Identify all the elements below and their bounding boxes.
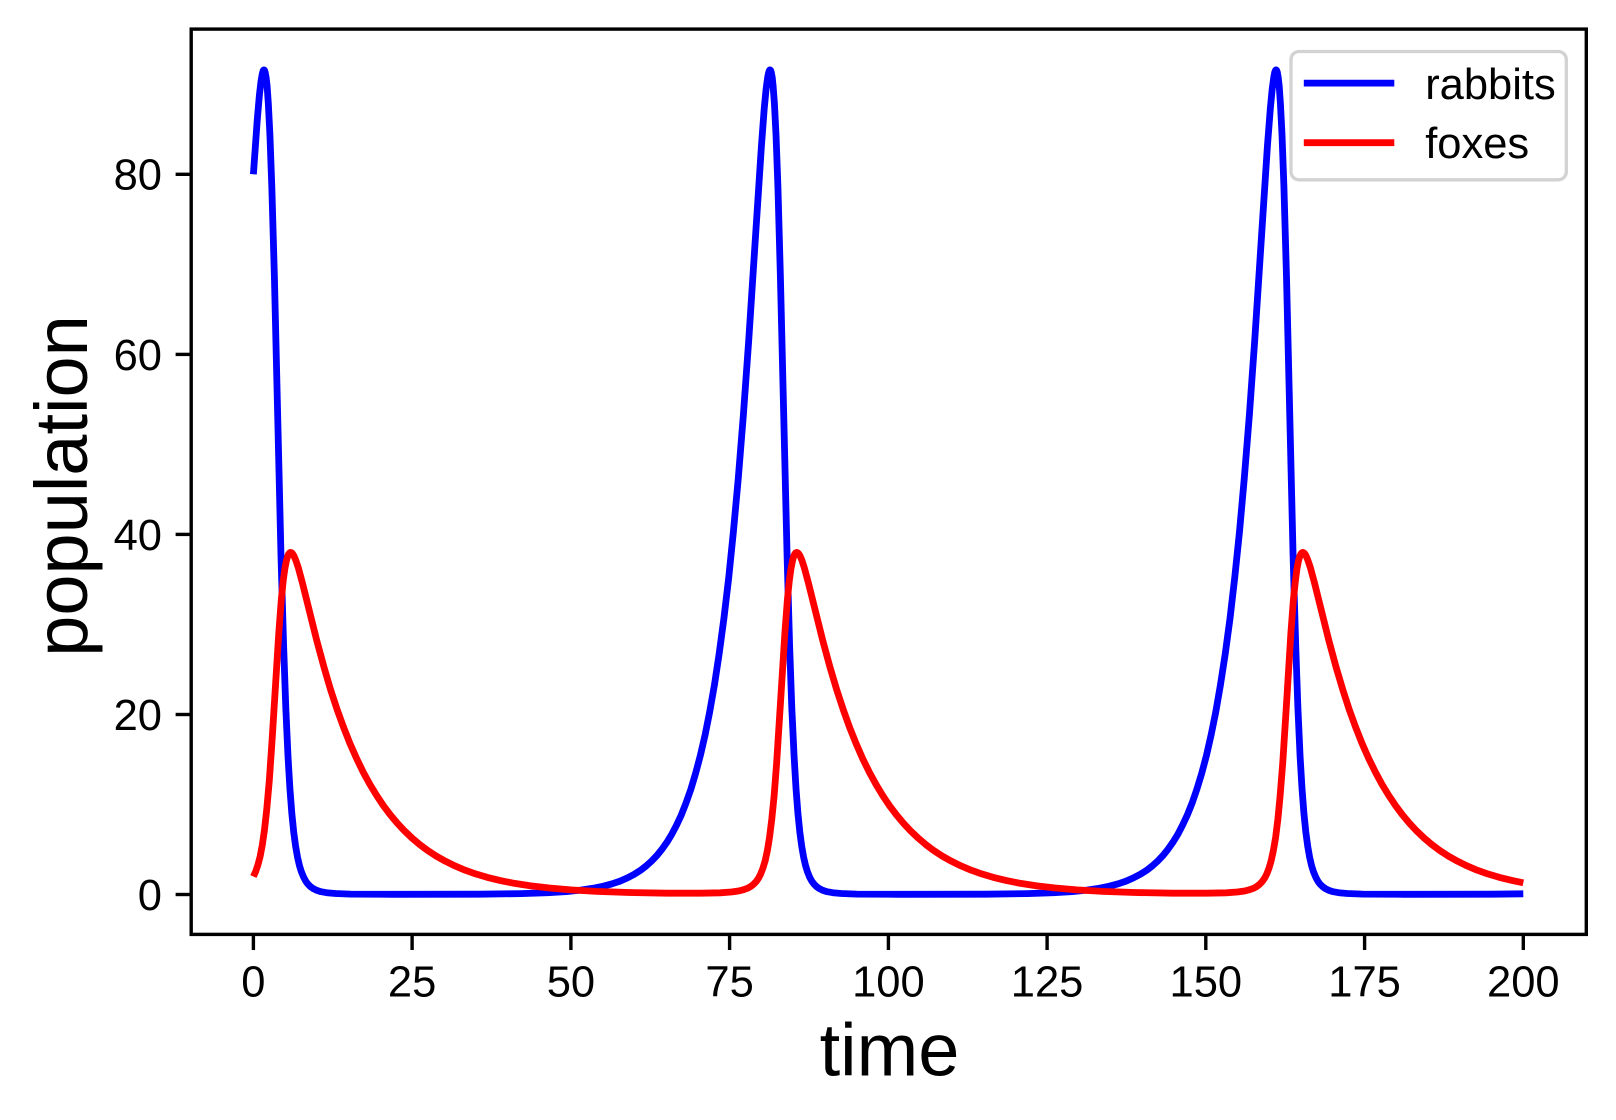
- svg-text:rabbits: rabbits: [1425, 61, 1556, 109]
- svg-text:75: 75: [705, 959, 753, 1007]
- svg-text:time: time: [820, 1009, 960, 1092]
- svg-text:150: 150: [1170, 959, 1243, 1007]
- svg-text:25: 25: [388, 959, 436, 1007]
- svg-text:200: 200: [1487, 959, 1560, 1007]
- svg-text:50: 50: [547, 959, 595, 1007]
- svg-text:100: 100: [852, 959, 925, 1007]
- svg-text:0: 0: [241, 959, 265, 1007]
- svg-text:foxes: foxes: [1425, 120, 1529, 168]
- svg-text:0: 0: [138, 872, 162, 920]
- svg-text:80: 80: [114, 152, 162, 200]
- svg-text:60: 60: [114, 332, 162, 380]
- svg-text:125: 125: [1011, 959, 1084, 1007]
- svg-text:population: population: [20, 315, 103, 657]
- svg-text:175: 175: [1328, 959, 1401, 1007]
- svg-text:40: 40: [114, 512, 162, 560]
- svg-text:20: 20: [114, 692, 162, 740]
